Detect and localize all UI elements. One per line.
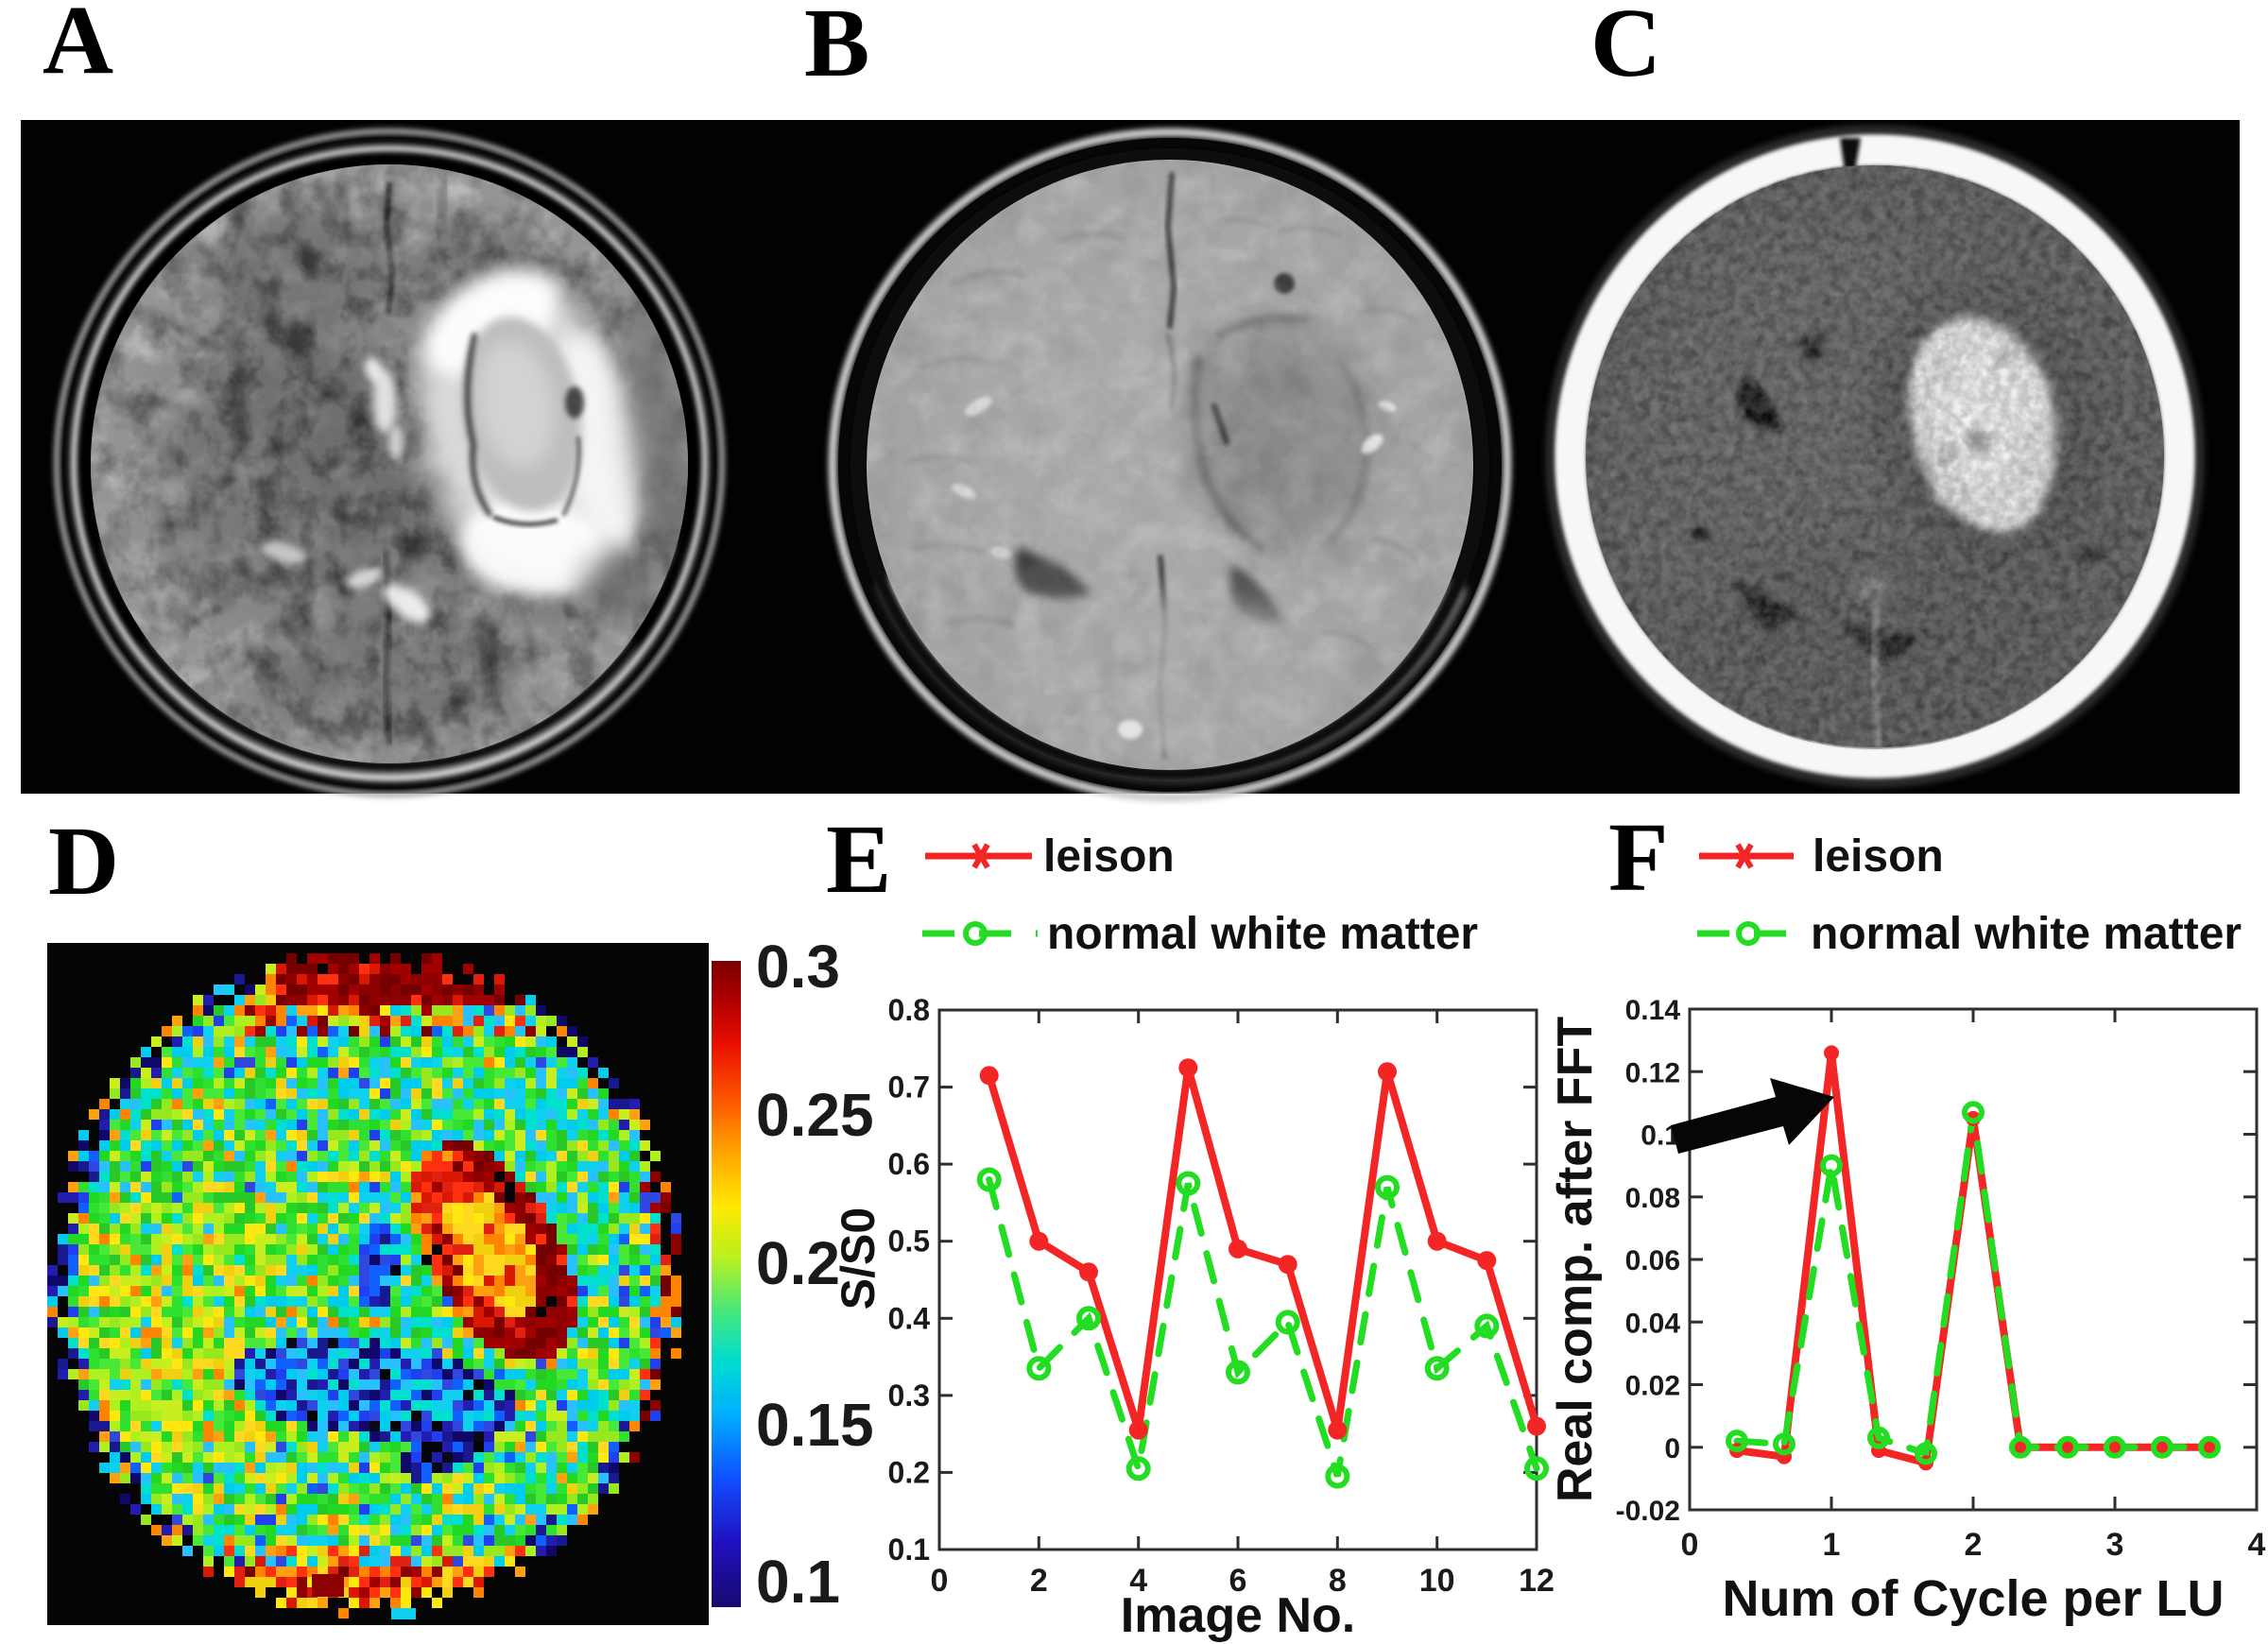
svg-text:0: 0 xyxy=(931,1563,949,1599)
svg-text:0.1: 0.1 xyxy=(756,1548,840,1616)
svg-text:12: 12 xyxy=(1519,1563,1555,1599)
svg-text:D: D xyxy=(48,807,119,916)
svg-text:0.12: 0.12 xyxy=(1625,1057,1680,1088)
svg-text:-0.02: -0.02 xyxy=(1616,1496,1680,1527)
svg-text:0.7: 0.7 xyxy=(888,1070,930,1105)
svg-text:Image No.: Image No. xyxy=(1121,1588,1356,1643)
svg-text:0.08: 0.08 xyxy=(1625,1183,1680,1214)
svg-text:leison: leison xyxy=(1043,831,1175,882)
svg-text:0.8: 0.8 xyxy=(888,993,930,1027)
svg-text:0.5: 0.5 xyxy=(888,1224,930,1259)
svg-text:0.3: 0.3 xyxy=(888,1379,930,1413)
svg-text:normal white matter: normal white matter xyxy=(1047,909,1478,959)
svg-text:Real comp. after FFT: Real comp. after FFT xyxy=(1548,1017,1603,1503)
svg-text:0.14: 0.14 xyxy=(1625,995,1681,1026)
svg-text:B: B xyxy=(804,0,869,97)
svg-text:6: 6 xyxy=(1229,1563,1247,1599)
svg-text:0.2: 0.2 xyxy=(756,1229,840,1297)
svg-text:2: 2 xyxy=(1030,1563,1048,1599)
svg-text:A: A xyxy=(43,0,113,94)
svg-text:0.04: 0.04 xyxy=(1625,1308,1681,1339)
svg-text:0.1: 0.1 xyxy=(888,1533,930,1567)
svg-text:2: 2 xyxy=(1965,1527,1983,1563)
svg-text:1: 1 xyxy=(1823,1527,1841,1563)
svg-text:0.3: 0.3 xyxy=(756,933,840,1001)
svg-text:0.4: 0.4 xyxy=(888,1301,931,1335)
svg-text:0.15: 0.15 xyxy=(756,1391,874,1459)
svg-text:4: 4 xyxy=(2248,1527,2266,1563)
svg-text:0.2: 0.2 xyxy=(888,1455,930,1489)
svg-text:0: 0 xyxy=(1681,1527,1699,1563)
svg-text:E: E xyxy=(826,805,891,914)
svg-text:0.06: 0.06 xyxy=(1625,1245,1680,1276)
svg-text:8: 8 xyxy=(1329,1563,1347,1599)
svg-text:F: F xyxy=(1608,803,1669,912)
svg-text:Num of Cycle per LU: Num of Cycle per LU xyxy=(1722,1570,2224,1627)
svg-text:3: 3 xyxy=(2106,1527,2124,1563)
svg-text:S/S0: S/S0 xyxy=(832,1207,885,1310)
svg-text:0: 0 xyxy=(1664,1433,1680,1464)
svg-text:0.25: 0.25 xyxy=(756,1081,874,1149)
svg-text:0.02: 0.02 xyxy=(1625,1371,1680,1402)
svg-text:4: 4 xyxy=(1129,1563,1147,1599)
svg-text:C: C xyxy=(1590,0,1661,97)
svg-text:10: 10 xyxy=(1419,1563,1455,1599)
svg-text:leison: leison xyxy=(1813,831,1944,882)
svg-text:0.6: 0.6 xyxy=(888,1147,930,1181)
svg-text:normal white matter: normal white matter xyxy=(1811,909,2242,959)
